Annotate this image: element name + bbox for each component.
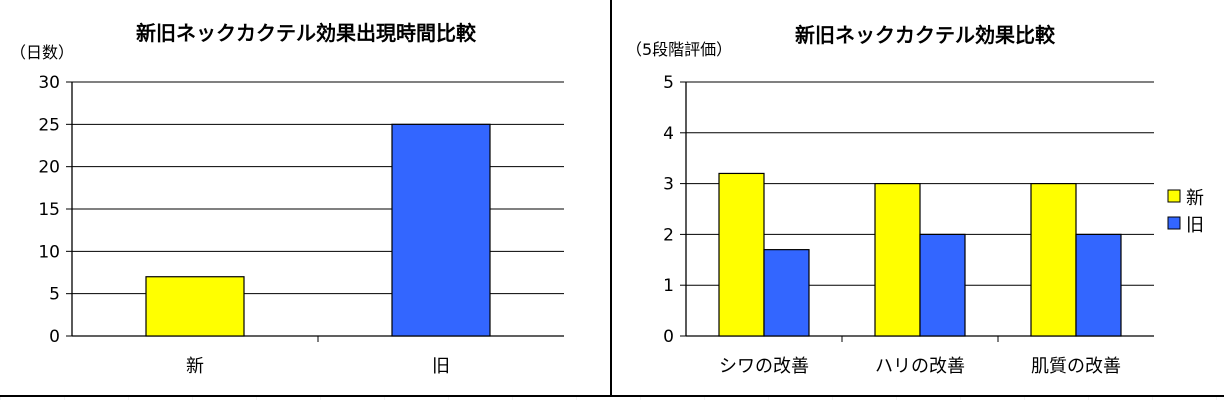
bar-new-0	[719, 173, 764, 336]
y-tick-label: 30	[38, 73, 60, 93]
bar-old-2	[1076, 234, 1121, 336]
chart-time-comparison[interactable]: 新旧ネックカクテル効果出現時間比較 （日数） 0 5 10 15 20 25 30 新 旧	[0, 0, 612, 397]
chart-time-svg: 新旧ネックカクテル効果出現時間比較 （日数） 0 5 10 15 20 25 30 新 旧	[0, 0, 612, 397]
chart-effect-svg: 新旧ネックカクテル効果比較 （5段階評価） 0 1 2 3 4 5 シワの改善 ハリの改善 肌質の改…	[612, 0, 1224, 397]
y-tick-label: 5	[49, 285, 60, 305]
bar-old-1	[920, 234, 965, 336]
y-axis-label: （5段階評価）	[626, 40, 732, 59]
chart-title: 新旧ネックカクテル効果比較	[795, 23, 1056, 47]
bar-1	[392, 124, 490, 336]
x-category-label: シワの改善	[719, 356, 809, 377]
bar-old-0	[764, 250, 809, 336]
bar-new-1	[875, 184, 920, 336]
bar-new-2	[1031, 184, 1076, 336]
legend-swatch	[1168, 217, 1180, 229]
bar-0	[146, 277, 244, 336]
x-category-label: 新	[186, 356, 204, 377]
legend-label: 新	[1186, 188, 1204, 209]
y-tick-label: 2	[663, 225, 674, 245]
x-category-label: 旧	[432, 356, 450, 377]
y-axis-label: （日数）	[10, 43, 74, 62]
x-category-label: 肌質の改善	[1031, 356, 1121, 377]
legend-swatch	[1168, 190, 1180, 202]
y-tick-label: 4	[663, 124, 674, 144]
y-tick-label: 5	[663, 73, 674, 93]
y-tick-label: 0	[663, 327, 674, 347]
y-tick-label: 25	[38, 115, 60, 135]
y-tick-label: 0	[49, 327, 60, 347]
y-tick-label: 10	[38, 242, 60, 262]
y-tick-label: 15	[38, 200, 60, 220]
y-tick-label: 3	[663, 175, 674, 195]
chart-effect-comparison[interactable]: 新旧ネックカクテル効果比較 （5段階評価） 0 1 2 3 4 5 シワの改善 ハリの改善 肌質の改…	[610, 0, 1224, 397]
x-category-label: ハリの改善	[875, 356, 965, 377]
legend-label: 旧	[1186, 215, 1204, 236]
chart-title: 新旧ネックカクテル効果出現時間比較	[136, 21, 477, 45]
y-tick-label: 1	[663, 276, 674, 296]
y-tick-label: 20	[38, 158, 60, 178]
